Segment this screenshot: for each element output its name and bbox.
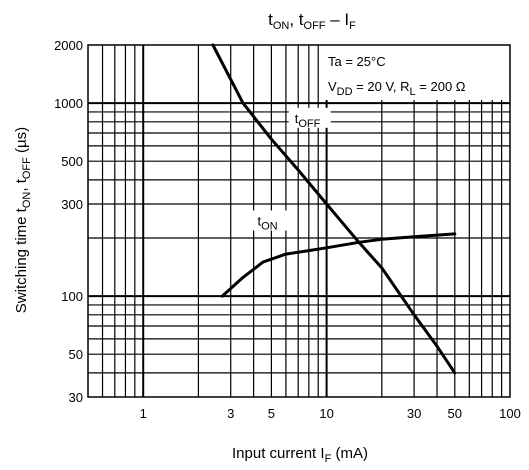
y-label-main: Switching time t [13,207,30,313]
title-on-sub: ON [273,20,290,32]
series-label-on: tON [258,213,278,232]
title-off-sub: OFF [304,20,326,32]
x-label-sub: F [325,453,332,465]
x-tick-label: 100 [499,406,521,421]
title-sep: , t [289,10,303,29]
x-tick-label: 30 [407,406,421,421]
cond-dd-sub: DD [337,86,353,98]
cond-l-sub: L [410,86,416,98]
y-tick-label: 1000 [54,96,83,111]
conditions-box: Ta = 25°C VDD = 20 V, RL = 200 Ω [320,45,510,100]
y-tick-label: 100 [61,289,83,304]
curves [211,43,457,375]
y-label-on-sub: ON [21,192,33,209]
x-label-unit: (mA) [331,445,368,462]
y-tick-label: 300 [61,197,83,212]
cond-end: = 200 Ω [416,79,466,94]
cond-mid: = 20 V, R [353,79,410,94]
x-tick-label: 5 [268,406,275,421]
condition-temperature: Ta = 25°C [328,54,386,69]
x-tick-label: 3 [227,406,234,421]
y-tick-label: 2000 [54,38,83,53]
chart-title: tON, tOFF – IF [268,10,356,32]
y-label-unit: (µs) [13,127,30,157]
series-labels: tOFF tON [251,107,331,232]
y-axis-label: Switching time tON, tOFF (µs) [13,127,33,313]
series-label-bg [288,107,331,128]
title-dash-if: – I [326,10,350,29]
y-label-sep: , t [13,178,30,191]
title-t-on: t [268,10,273,29]
x-tick-labels: 1 3 5 10 30 50 100 [140,406,521,421]
series-label-off: tOFF [295,111,321,130]
y-tick-labels: 30 50 100 300 500 1000 2000 [54,38,83,405]
x-label-main: Input current I [232,445,325,462]
cond-v: V [328,79,337,94]
condition-vdd-rl: VDD = 20 V, RL = 200 Ω [328,79,466,98]
x-axis-label: Input current IF (mA) [232,445,368,465]
y-tick-label: 50 [69,347,83,362]
y-tick-label: 500 [61,154,83,169]
title-f-sub: F [349,20,356,32]
x-tick-label: 1 [140,406,147,421]
x-tick-label: 10 [319,406,333,421]
conditions-box-bg [320,45,510,100]
plot-frame [87,44,511,398]
x-tick-label: 50 [448,406,462,421]
grid [88,45,510,397]
series-label-bg [251,210,294,231]
y-tick-label: 30 [69,390,83,405]
series-line-ton [220,232,457,298]
y-label-off-sub: OFF [21,157,33,179]
series-line-toff [211,43,457,375]
